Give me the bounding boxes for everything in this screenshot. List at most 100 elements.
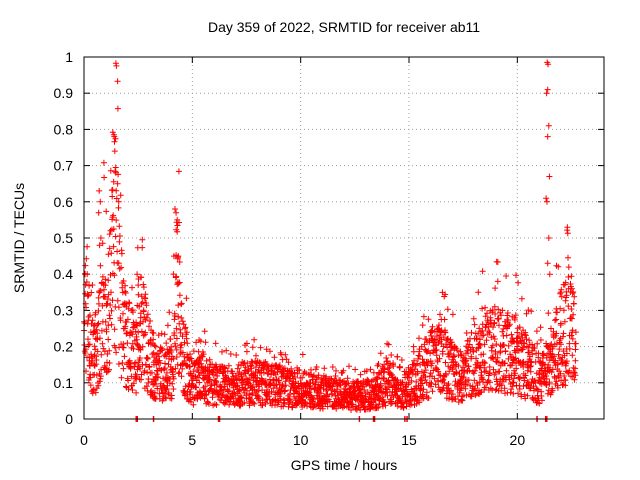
- data-point: [248, 365, 255, 372]
- data-point: [515, 279, 522, 286]
- data-point: [544, 390, 551, 397]
- data-point: [96, 187, 103, 194]
- data-point: [547, 342, 554, 349]
- data-point: [448, 387, 454, 394]
- data-point: [81, 320, 88, 327]
- data-point: [523, 336, 530, 343]
- data-point: [548, 369, 555, 376]
- data-point: [553, 378, 560, 385]
- data-point: [539, 397, 545, 404]
- data-point: [135, 329, 142, 336]
- data-point: [455, 362, 462, 369]
- data-point: [114, 248, 121, 255]
- data-point: [95, 307, 102, 314]
- data-point: [569, 327, 576, 334]
- data-point: [97, 373, 104, 380]
- data-point: [432, 381, 439, 388]
- data-point: [514, 329, 521, 336]
- data-point: [282, 351, 289, 358]
- data-point: [249, 359, 256, 366]
- data-point: [282, 382, 289, 389]
- data-point: [398, 357, 405, 363]
- data-point: [183, 329, 190, 336]
- data-point: [113, 62, 120, 69]
- data-point: [561, 318, 568, 325]
- data-point: [126, 300, 133, 307]
- data-point: [465, 350, 471, 357]
- data-point: [176, 369, 183, 376]
- data-point: [459, 397, 466, 404]
- data-point: [178, 314, 185, 321]
- data-point: [190, 401, 197, 408]
- data-point: [415, 352, 422, 359]
- data-point: [243, 348, 250, 355]
- data-point: [382, 402, 389, 409]
- data-point: [380, 399, 387, 406]
- data-point: [507, 389, 514, 396]
- data-point: [173, 273, 180, 280]
- data-point: [434, 358, 441, 365]
- data-point: [380, 375, 387, 382]
- data-point: [544, 198, 550, 205]
- data-point: [187, 351, 193, 358]
- data-point: [263, 346, 270, 353]
- data-point: [100, 159, 107, 166]
- data-point: [223, 347, 230, 354]
- y-tick-label: 0.7: [54, 158, 74, 174]
- data-point: [489, 307, 496, 314]
- data-point: [524, 367, 531, 374]
- data-point: [159, 347, 166, 354]
- data-point: [125, 305, 132, 312]
- x-tick-label: 5: [188, 432, 196, 448]
- data-point: [543, 382, 550, 388]
- data-point: [106, 360, 113, 366]
- data-point: [556, 368, 563, 375]
- data-point: [183, 295, 190, 302]
- data-point: [558, 286, 565, 293]
- data-point: [465, 377, 472, 383]
- data-point: [555, 351, 562, 358]
- data-point: [106, 366, 112, 373]
- data-point: [124, 316, 131, 323]
- data-point: [474, 382, 481, 389]
- data-point: [527, 368, 534, 375]
- data-point: [96, 378, 103, 385]
- data-point: [213, 401, 220, 408]
- data-point: [106, 312, 113, 319]
- data-point: [129, 387, 136, 393]
- data-point: [135, 291, 142, 298]
- data-point: [162, 365, 168, 372]
- data-point: [179, 318, 186, 325]
- data-point: [545, 310, 552, 317]
- data-point: [147, 318, 154, 324]
- data-point: [381, 399, 388, 406]
- data-point: [570, 369, 577, 376]
- data-point: [506, 321, 513, 328]
- data-point: [512, 370, 519, 377]
- data-point: [213, 382, 220, 388]
- data-point: [557, 320, 564, 327]
- data-point: [115, 198, 122, 205]
- data-point: [489, 342, 496, 349]
- data-point: [244, 387, 250, 394]
- data-point: [257, 344, 264, 351]
- data-point: [174, 228, 181, 235]
- data-point: [121, 353, 128, 360]
- data-point: [374, 376, 381, 382]
- data-point: [484, 310, 490, 317]
- data-point: [414, 360, 421, 367]
- data-point: [117, 317, 124, 324]
- data-point: [544, 260, 551, 267]
- data-point: [124, 340, 131, 347]
- data-point: [174, 216, 181, 223]
- data-point: [142, 291, 149, 298]
- data-point: [180, 321, 187, 328]
- data-point: [462, 385, 469, 392]
- data-point: [98, 351, 105, 358]
- data-point: [231, 389, 238, 396]
- data-point: [446, 350, 453, 357]
- data-point: [108, 289, 114, 296]
- data-point: [150, 330, 157, 337]
- data-point: [312, 378, 319, 385]
